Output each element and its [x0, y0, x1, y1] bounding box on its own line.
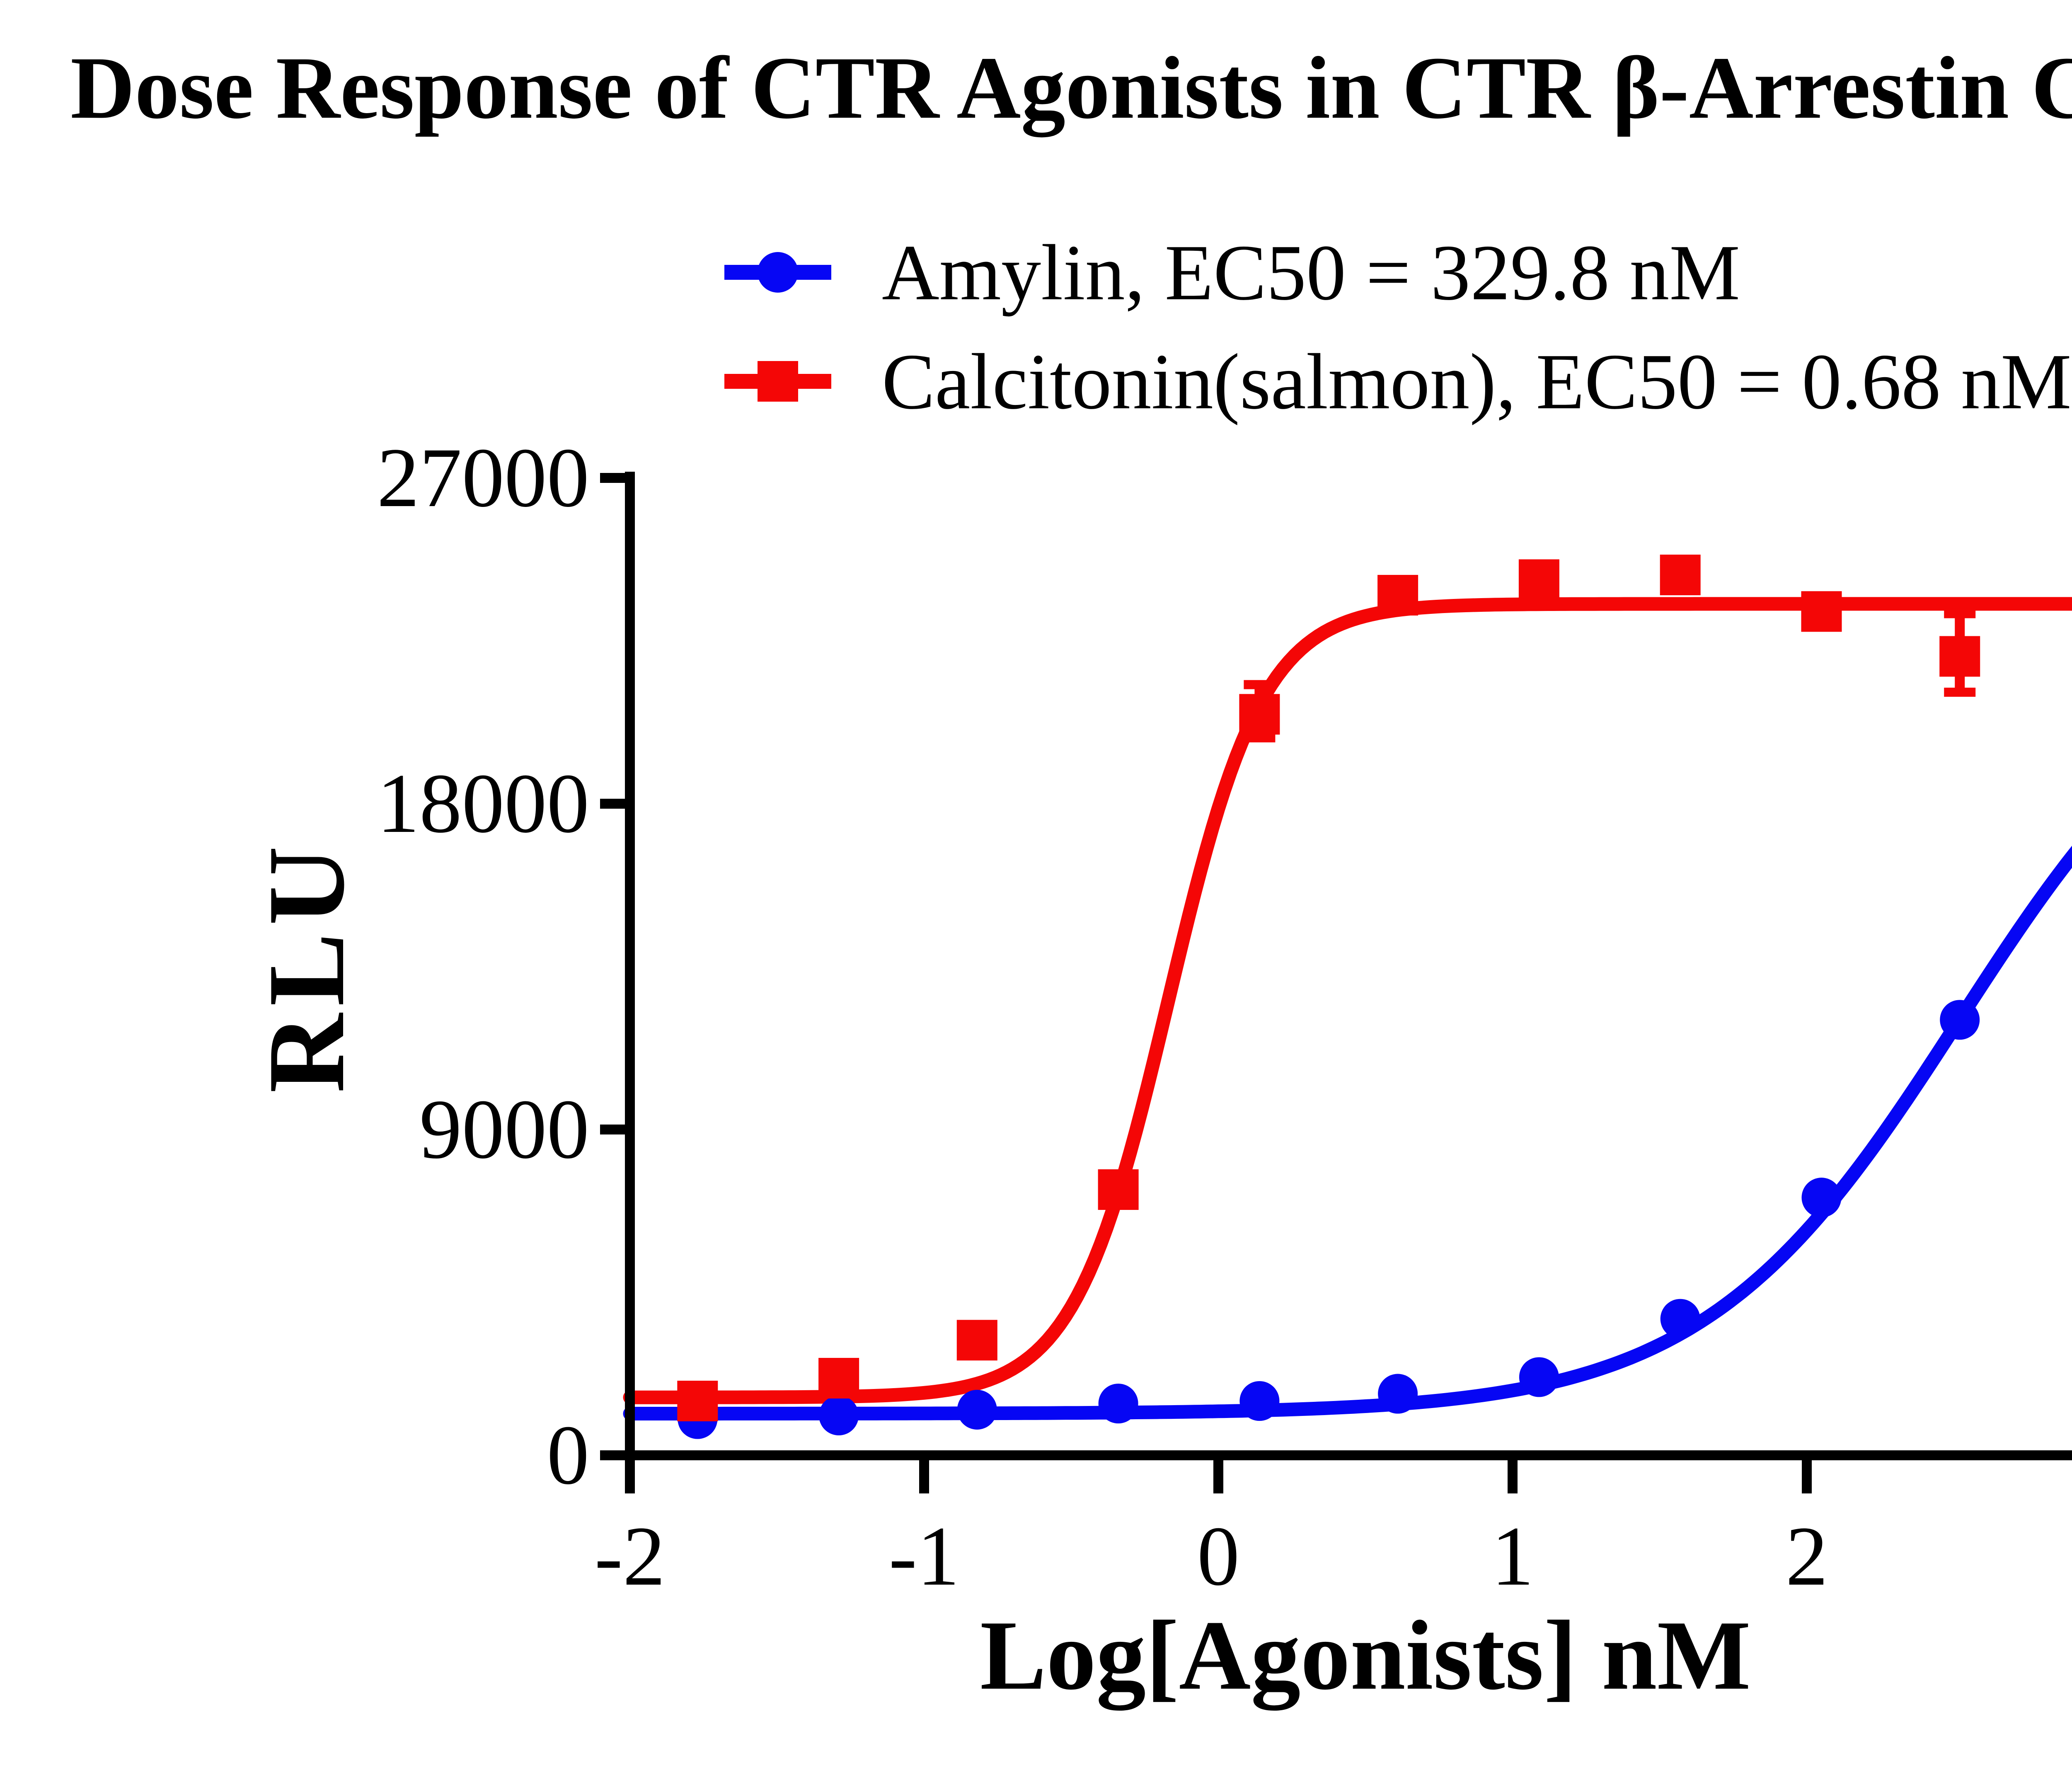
- Calcitonin(salmon)-data-point: [1518, 559, 1559, 600]
- Amylin-data-point: [1519, 1357, 1559, 1397]
- legend-item-calcitonin: Calcitonin(salmon), EC50 = 0.68 nM: [724, 332, 2072, 431]
- Amylin-data-point: [1098, 1384, 1138, 1424]
- x-tick: [1802, 1460, 1812, 1493]
- y-tick-label: 0: [547, 1408, 590, 1502]
- Amylin-fit-curve: [623, 846, 2072, 1420]
- Calcitonin(salmon)-error-bar-cap: [1244, 680, 1276, 689]
- Calcitonin(salmon)-data-point: [1098, 1169, 1139, 1210]
- Calcitonin(salmon)-error-bar-cap: [1244, 733, 1276, 743]
- Amylin-data-point: [957, 1389, 997, 1430]
- legend-item-amylin: Amylin, EC50 = 329.8 nM: [724, 223, 1740, 322]
- Calcitonin(salmon)-error-bar-cap: [1944, 688, 1976, 697]
- y-tick: [600, 799, 625, 809]
- y-tick-label: 27000: [377, 431, 590, 525]
- Calcitonin(salmon)-data-point: [956, 1320, 997, 1361]
- x-tick-label: 3: [1977, 1503, 2072, 1610]
- x-tick: [1508, 1460, 1518, 1493]
- Amylin-data-point: [1801, 1178, 1842, 1218]
- calcitonin-square-marker-icon: [724, 361, 831, 402]
- Amylin-data-point: [1378, 1374, 1418, 1414]
- x-axis-title: Log[Agonists] nM: [980, 1600, 1751, 1710]
- Amylin-data-point: [1940, 1000, 1980, 1040]
- Calcitonin(salmon)-error-bar-cap: [1944, 609, 1976, 618]
- x-tick-label: 2: [1785, 1509, 1828, 1603]
- Calcitonin(salmon)-data-point: [1377, 574, 1418, 616]
- x-tick-label: 0: [1197, 1509, 1240, 1603]
- Amylin-data-point: [819, 1395, 859, 1435]
- x-tick-label: 1: [1491, 1509, 1534, 1603]
- legend-label-amylin: Amylin, EC50 = 329.8 nM: [882, 228, 1740, 317]
- Calcitonin(salmon)-data-point: [818, 1357, 859, 1399]
- x-tick: [1213, 1460, 1223, 1493]
- Calcitonin(salmon)-data-point: [1239, 694, 1280, 735]
- Amylin-data-point: [1239, 1381, 1280, 1421]
- x-tick: [919, 1460, 929, 1493]
- x-tick-label: -1: [888, 1509, 960, 1603]
- chart-title: Dose Response of CTR Agonists in CTR β-A…: [70, 38, 2072, 137]
- Calcitonin(salmon)-data-point: [1801, 591, 1842, 632]
- legend-label-calcitonin: Calcitonin(salmon), EC50 = 0.68 nM: [882, 337, 2072, 426]
- Calcitonin(salmon)-fit-curve: [623, 597, 2072, 1404]
- y-axis-line: [625, 472, 635, 1493]
- Calcitonin(salmon)-data-point: [677, 1381, 718, 1421]
- y-tick-label: 18000: [377, 756, 590, 851]
- y-tick: [600, 1125, 625, 1134]
- y-tick: [600, 473, 625, 483]
- x-axis-line: [600, 1450, 2072, 1460]
- Calcitonin(salmon)-data-point: [1939, 636, 1980, 677]
- x-tick-label: -2: [594, 1509, 666, 1603]
- amylin-circle-marker-icon: [724, 252, 831, 293]
- y-tick-label: 9000: [419, 1082, 589, 1176]
- Amylin-data-point: [1660, 1299, 1700, 1339]
- Calcitonin(salmon)-data-point: [1660, 555, 1701, 596]
